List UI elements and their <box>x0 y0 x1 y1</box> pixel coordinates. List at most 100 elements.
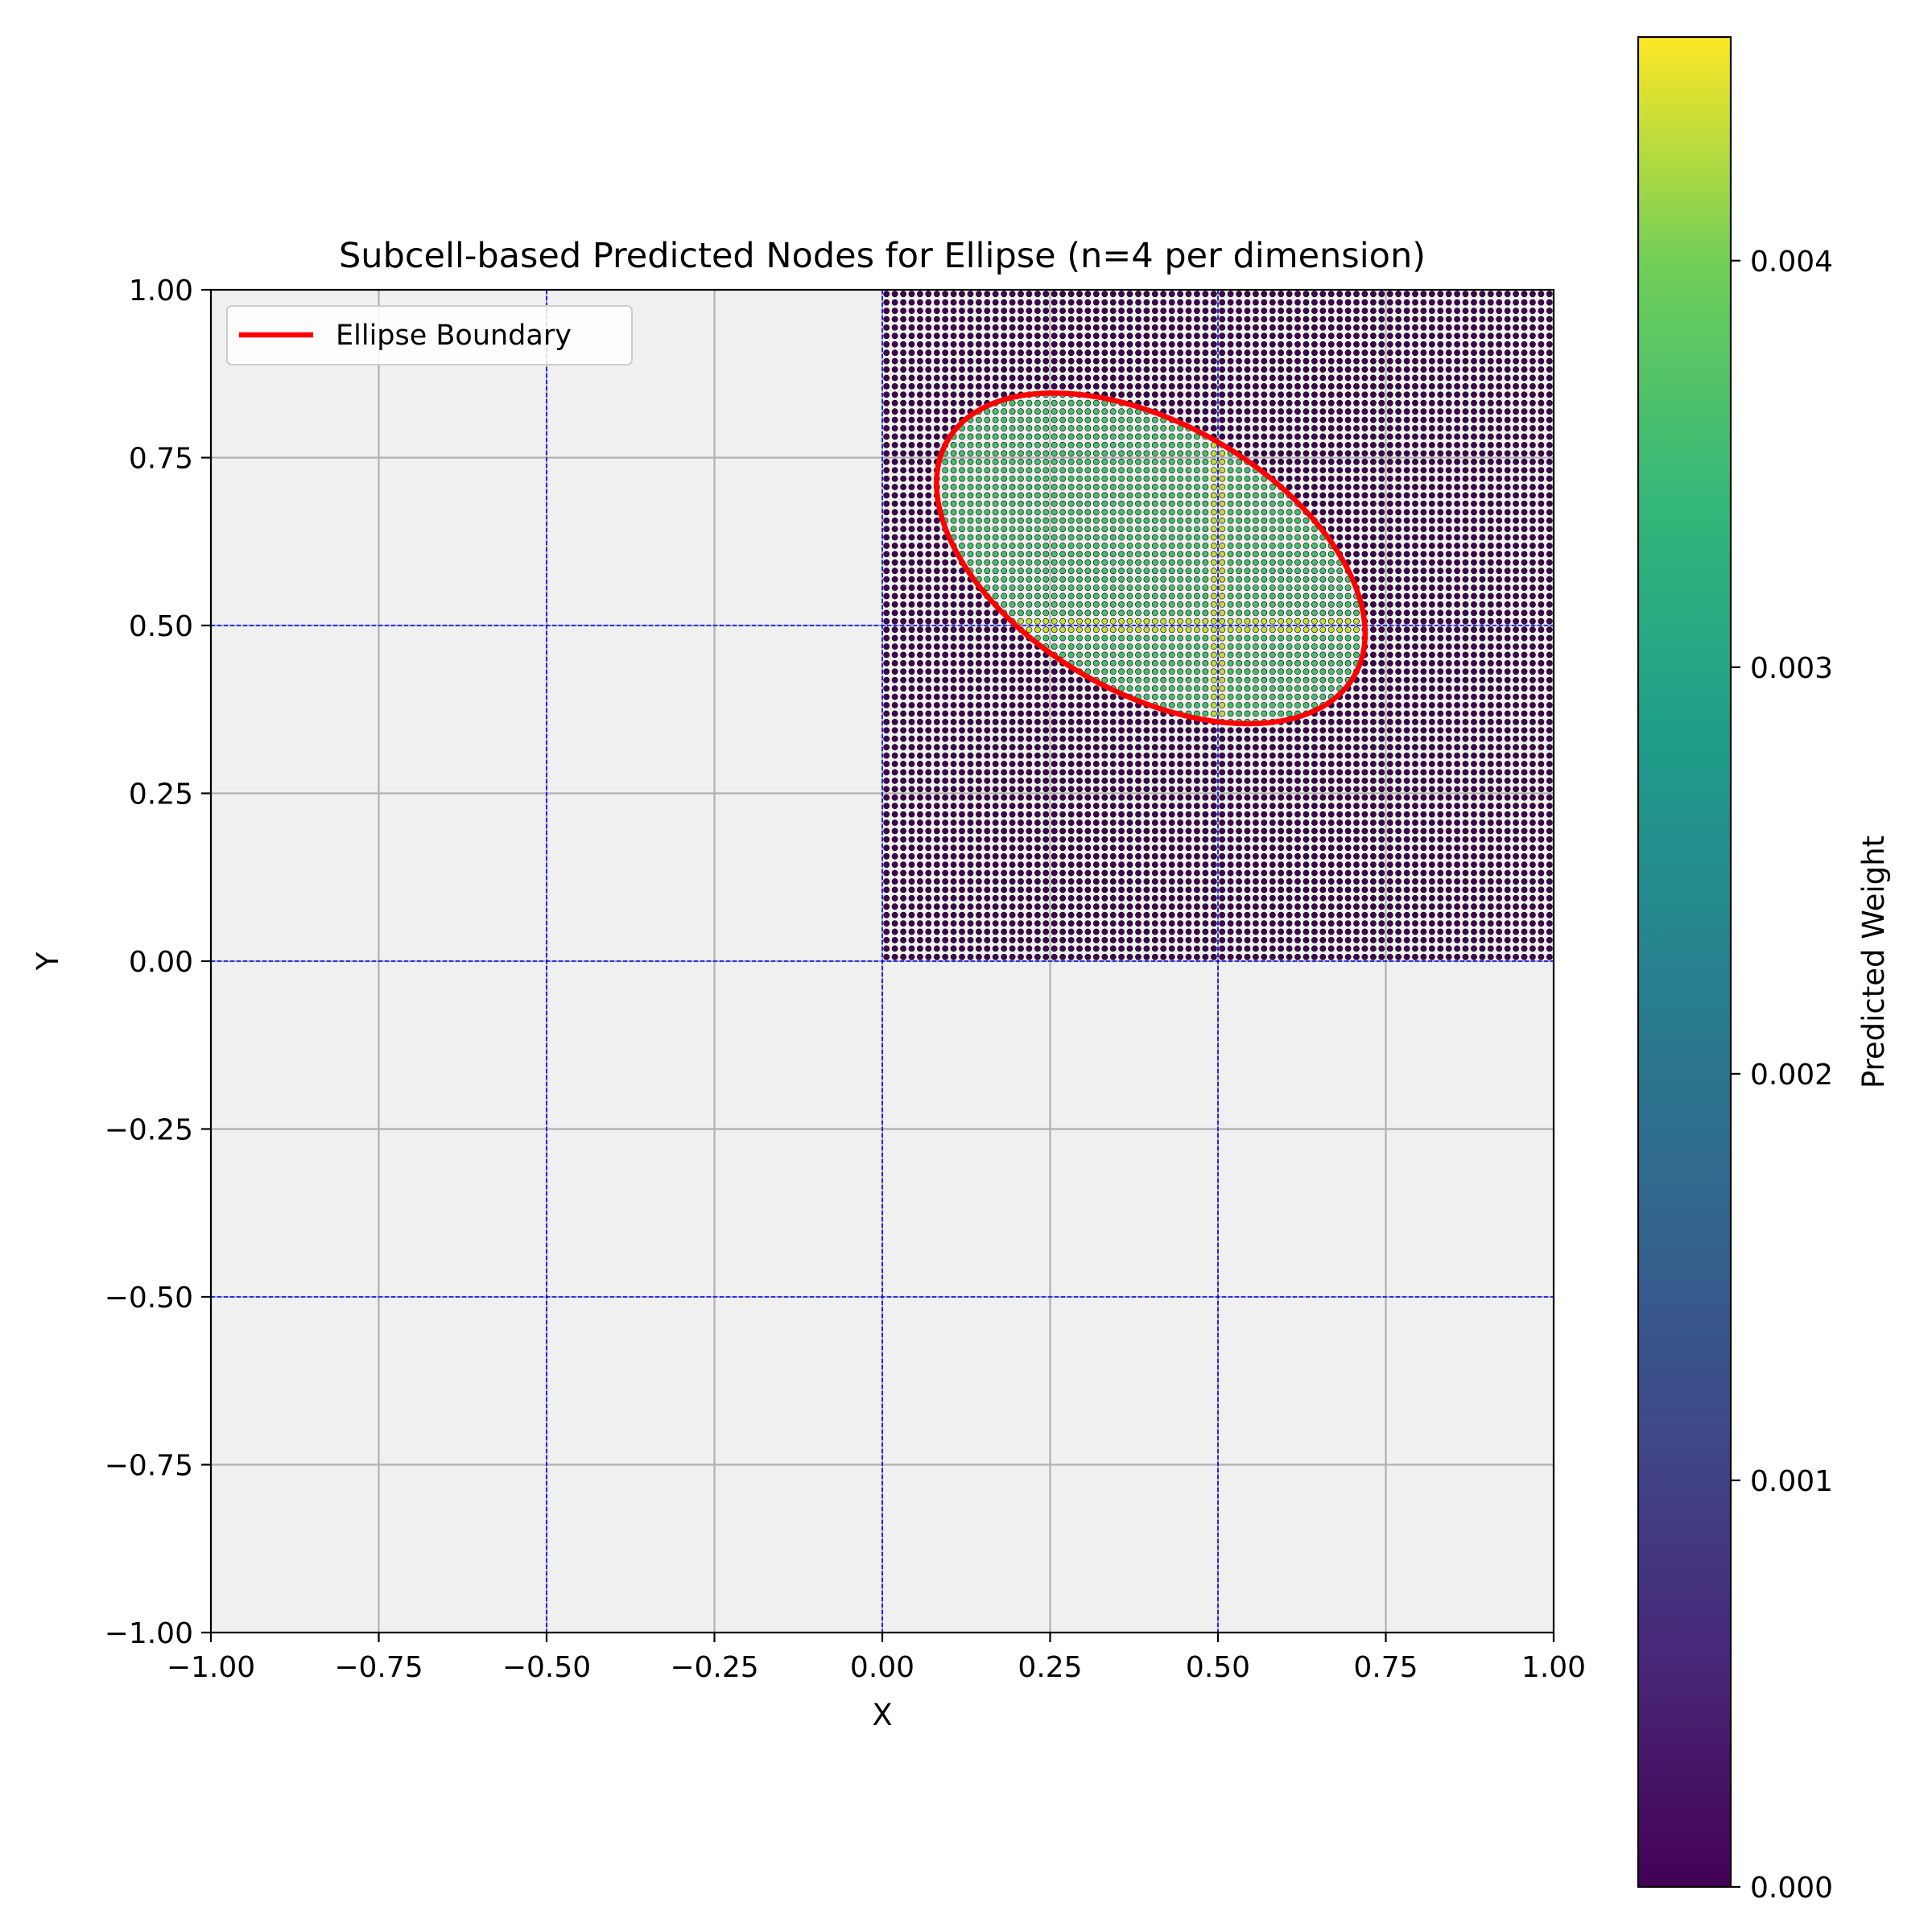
node-point <box>1344 819 1352 826</box>
node-point <box>984 517 991 524</box>
node-point <box>1403 878 1410 885</box>
node-point <box>1084 576 1092 583</box>
node-point <box>1051 828 1058 835</box>
node-point <box>1051 911 1058 919</box>
node-point <box>1302 366 1310 373</box>
node-point <box>1336 643 1344 650</box>
node-point <box>1168 953 1175 960</box>
node-point <box>933 601 940 608</box>
node-point <box>883 886 890 894</box>
node-point <box>1302 442 1310 448</box>
node-point <box>1361 744 1368 751</box>
node-point <box>1219 551 1226 558</box>
node-point <box>950 450 957 457</box>
node-point <box>1244 844 1251 852</box>
node-point <box>1034 592 1041 600</box>
node-point <box>1236 869 1242 877</box>
node-point <box>1202 886 1209 894</box>
node-point <box>1244 811 1251 818</box>
node-point <box>1344 534 1352 541</box>
node-point <box>1067 811 1075 818</box>
node-point <box>1227 953 1234 960</box>
node-point <box>908 517 915 524</box>
node-point <box>1210 869 1217 877</box>
node-point <box>1236 425 1242 431</box>
node-point <box>900 467 906 473</box>
node-point <box>1336 534 1344 541</box>
node-point <box>1109 609 1117 617</box>
node-point <box>1278 601 1285 608</box>
node-point <box>1051 769 1058 776</box>
node-point <box>1403 928 1410 935</box>
node-point <box>1026 568 1033 575</box>
node-point <box>1319 651 1327 658</box>
node-point <box>1353 484 1360 490</box>
node-point <box>1269 828 1276 835</box>
node-point <box>917 727 923 734</box>
node-point <box>1202 710 1209 717</box>
node-point <box>1361 769 1368 776</box>
node-point <box>1294 819 1301 826</box>
node-point <box>1185 693 1192 700</box>
node-point <box>1034 852 1041 860</box>
node-point <box>1269 651 1276 658</box>
node-point <box>1143 366 1150 373</box>
node-point <box>992 819 999 826</box>
node-point <box>908 357 915 365</box>
node-point <box>917 458 923 465</box>
node-point <box>883 341 890 348</box>
node-point <box>883 710 890 717</box>
node-point <box>1269 492 1276 499</box>
node-point <box>891 617 898 625</box>
node-point <box>1185 937 1192 943</box>
node-point <box>883 450 890 457</box>
node-point <box>1227 660 1234 667</box>
node-point <box>1009 761 1016 767</box>
node-point <box>942 811 949 818</box>
node-point <box>908 316 915 323</box>
node-point <box>1109 332 1117 340</box>
node-point <box>1236 778 1242 784</box>
node-point <box>1311 332 1318 340</box>
node-point <box>1009 442 1016 448</box>
node-point <box>933 341 940 348</box>
node-point <box>959 778 965 784</box>
node-point <box>1067 357 1075 365</box>
node-point <box>1194 584 1200 591</box>
node-point <box>1336 382 1344 390</box>
node-point <box>1302 651 1310 658</box>
node-point <box>1286 299 1293 306</box>
node-point <box>1327 308 1335 314</box>
node-point <box>1311 324 1318 331</box>
node-point <box>1370 752 1377 759</box>
node-point <box>992 551 999 558</box>
node-point <box>1026 803 1033 809</box>
node-point <box>1261 911 1268 919</box>
node-point <box>1302 886 1310 894</box>
node-point <box>959 693 965 700</box>
node-point <box>1042 332 1050 340</box>
node-point <box>1092 492 1100 499</box>
node-point <box>992 911 999 919</box>
node-point <box>933 324 940 331</box>
node-point <box>908 291 915 298</box>
node-point <box>1370 861 1377 868</box>
node-point <box>1236 634 1242 642</box>
node-point <box>1236 878 1242 885</box>
node-point <box>908 869 915 877</box>
node-point <box>1244 467 1251 473</box>
node-point <box>1278 442 1285 448</box>
node-point <box>1327 878 1335 885</box>
node-point <box>1026 341 1033 348</box>
node-point <box>1092 316 1100 323</box>
node-point <box>1042 408 1050 415</box>
node-point <box>1084 416 1092 423</box>
node-point <box>1311 526 1318 532</box>
node-point <box>1168 568 1175 575</box>
node-point <box>1227 886 1234 894</box>
node-point <box>1034 534 1041 541</box>
node-point <box>1059 475 1066 482</box>
node-point <box>1278 660 1285 667</box>
node-point <box>1034 551 1041 558</box>
node-point <box>1370 399 1377 407</box>
